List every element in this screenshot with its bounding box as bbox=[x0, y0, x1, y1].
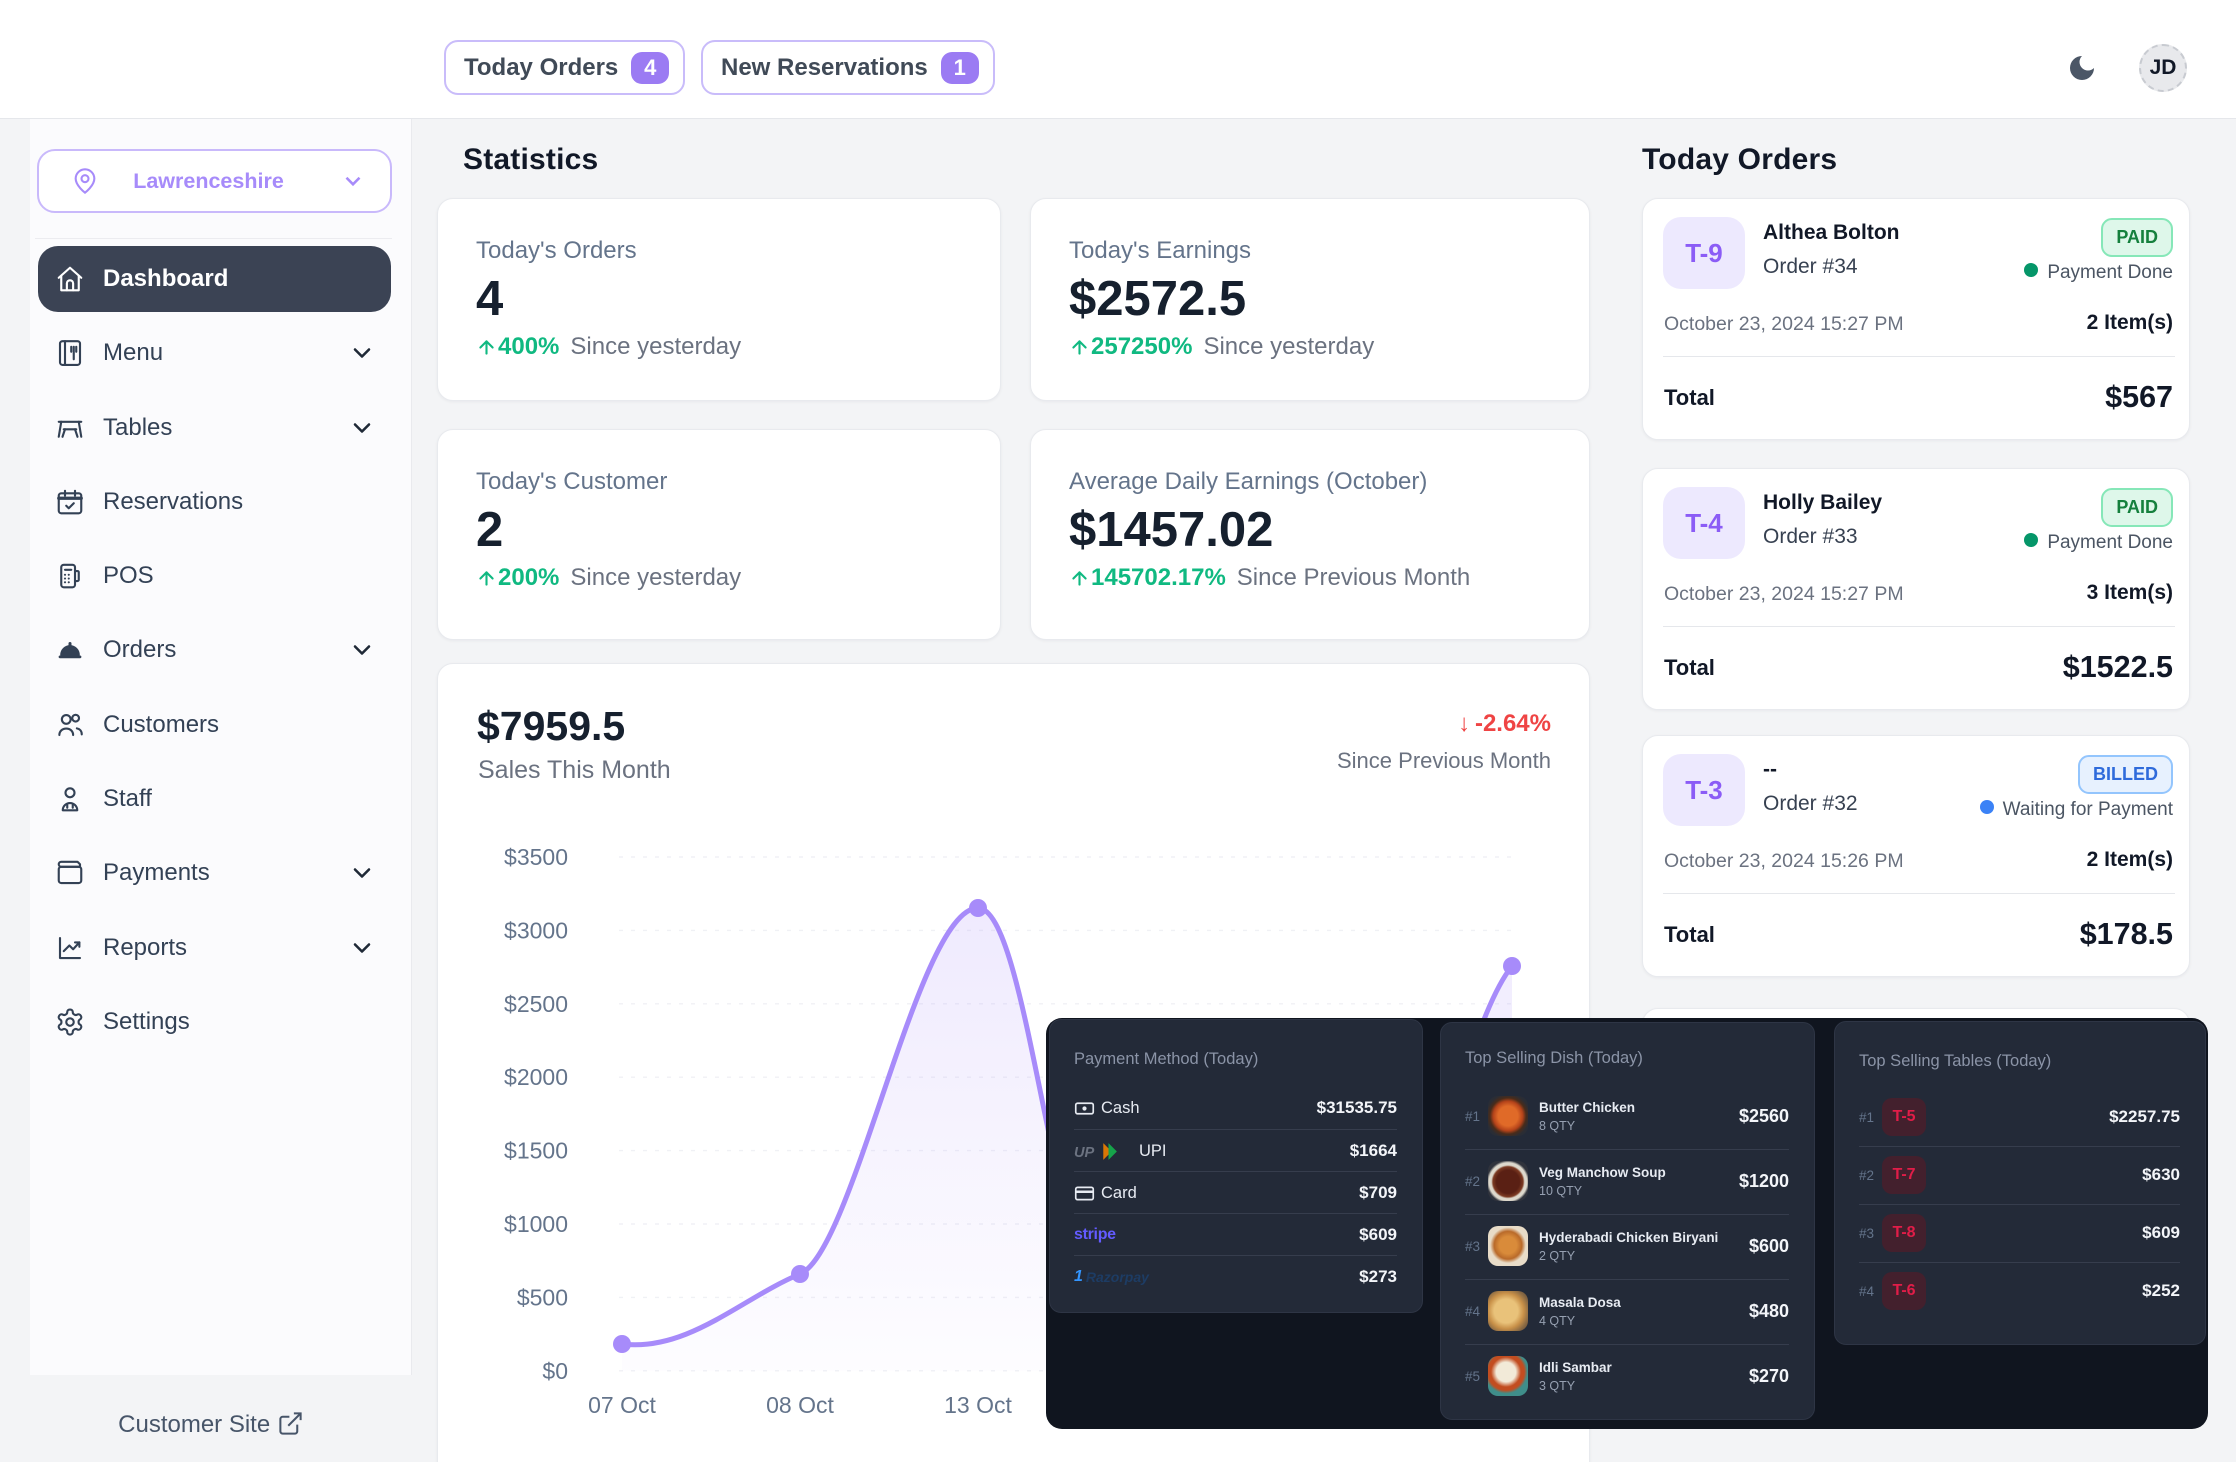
svg-text:$1500: $1500 bbox=[504, 1138, 568, 1164]
svg-text:$0: $0 bbox=[542, 1358, 568, 1384]
svg-text:$2500: $2500 bbox=[504, 991, 568, 1017]
svg-text:07 Oct: 07 Oct bbox=[588, 1392, 656, 1418]
svg-text:$1000: $1000 bbox=[504, 1211, 568, 1237]
svg-text:$500: $500 bbox=[517, 1284, 568, 1310]
svg-text:$2000: $2000 bbox=[504, 1064, 568, 1090]
svg-text:UP: UP bbox=[1074, 1145, 1095, 1161]
svg-text:13 Oct: 13 Oct bbox=[944, 1392, 1012, 1418]
svg-text:08 Oct: 08 Oct bbox=[766, 1392, 834, 1418]
svg-text:$3500: $3500 bbox=[504, 844, 568, 870]
svg-text:$3000: $3000 bbox=[504, 917, 568, 943]
